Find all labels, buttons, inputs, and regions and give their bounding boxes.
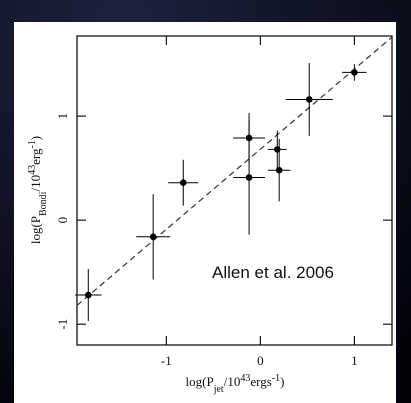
point [245,174,253,181]
x-axis-label: log(Pjet/1043ergs-1) [186,373,285,395]
fit-line [76,36,393,306]
x-tick-label: 1 [351,353,358,368]
y-axis-label-part: ) [28,136,43,140]
y-tick-label: 1 [55,113,70,120]
y-axis-label-part: log(P [28,216,43,244]
y-tick-label: 0 [55,217,70,224]
y-axis-label-part: erg [28,148,43,165]
x-tick-label: -1 [161,353,172,368]
point [84,291,92,299]
y-axis-label-part: -1 [27,140,38,148]
y-axis-label-part: 43 [27,165,38,175]
x-axis-label-part: /10 [224,374,241,389]
x-axis-label-part: ergs [250,374,271,389]
point [179,179,187,186]
y-axis-label-part: Bondi [38,191,49,216]
x-tick-label: 0 [257,353,264,368]
y-axis-label-part: /10 [28,175,43,192]
x-axis-label-part: log(P [186,374,214,389]
annotation: Allen et al. 2006 [212,263,334,282]
y-tick-label: -1 [55,319,70,330]
plot-panel [14,22,396,403]
y-axis-label: log(PBondi/1043erg-1) [27,136,49,244]
point [149,233,157,241]
axes-frame [76,35,393,346]
x-axis-label-part: 43 [240,373,250,384]
point [351,69,358,76]
x-axis-label-part: jet [213,384,224,395]
x-axis-label-part: -1 [272,373,280,384]
x-axis-label-part: ) [280,374,284,389]
point [305,96,313,103]
point [275,166,283,174]
